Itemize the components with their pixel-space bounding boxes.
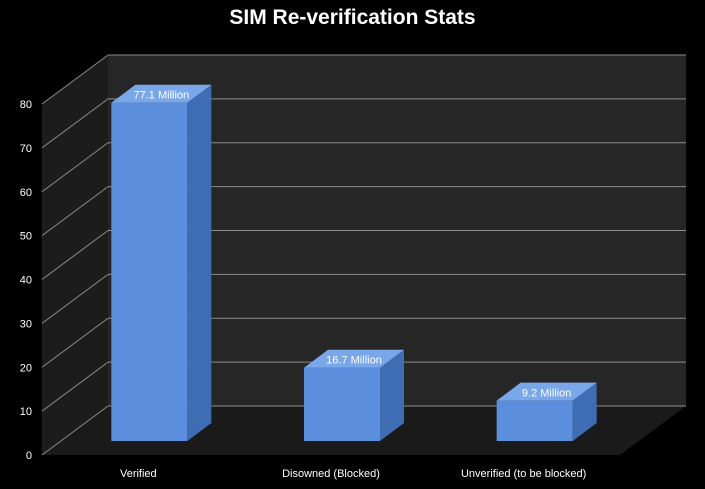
- bar-top: [304, 349, 404, 368]
- gridline-depth: [41, 405, 109, 456]
- y-tick-label: 80: [20, 99, 32, 111]
- x-tick-label: Unverified (to be blocked): [461, 468, 586, 480]
- y-tick-label: 60: [20, 187, 32, 199]
- y-tick-label: 30: [20, 318, 32, 330]
- gridline-depth: [41, 361, 109, 412]
- gridline-depth: [41, 317, 109, 368]
- data-label: 9.2 Million: [522, 388, 572, 400]
- bars: 77.1 Million 16.7 Million 9.2 Million: [111, 84, 597, 441]
- bar: [111, 84, 212, 441]
- category-labels: Verified Disowned (Blocked) Unverified (to…: [120, 468, 586, 480]
- bar: [496, 382, 597, 441]
- gridline-depth: [41, 186, 109, 237]
- y-tick-label: 40: [20, 275, 32, 287]
- bar-front: [496, 400, 573, 441]
- bar-side: [187, 84, 212, 441]
- bar-top: [496, 382, 597, 401]
- x-tick-label: Disowned (Blocked): [282, 468, 380, 480]
- bar-front: [304, 367, 380, 441]
- bar: [304, 349, 404, 441]
- data-label: 77.1 Million: [134, 90, 190, 102]
- y-tick-label: 20: [20, 362, 32, 374]
- y-tick-label: 0: [26, 450, 32, 462]
- x-tick-label: Verified: [120, 468, 157, 480]
- data-label: 16.7 Million: [326, 355, 382, 367]
- y-tick-label: 50: [20, 231, 32, 243]
- gridline-depth: [41, 54, 109, 105]
- bar-side: [572, 382, 597, 441]
- y-tick-label: 70: [20, 143, 32, 155]
- y-axis-ticks: 0 10 20 30 40 50 60 70 80: [20, 99, 32, 462]
- y-tick-label: 10: [20, 406, 32, 418]
- bar-side: [380, 349, 404, 441]
- gridline-depth: [41, 142, 109, 193]
- bar-front: [111, 102, 188, 441]
- gridline-depth: [41, 98, 109, 149]
- gridline-depth: [41, 230, 109, 280]
- gridline-depth: [41, 273, 109, 324]
- chart-title: SIM Re-verification Stats: [229, 6, 476, 29]
- bar-top: [111, 84, 212, 103]
